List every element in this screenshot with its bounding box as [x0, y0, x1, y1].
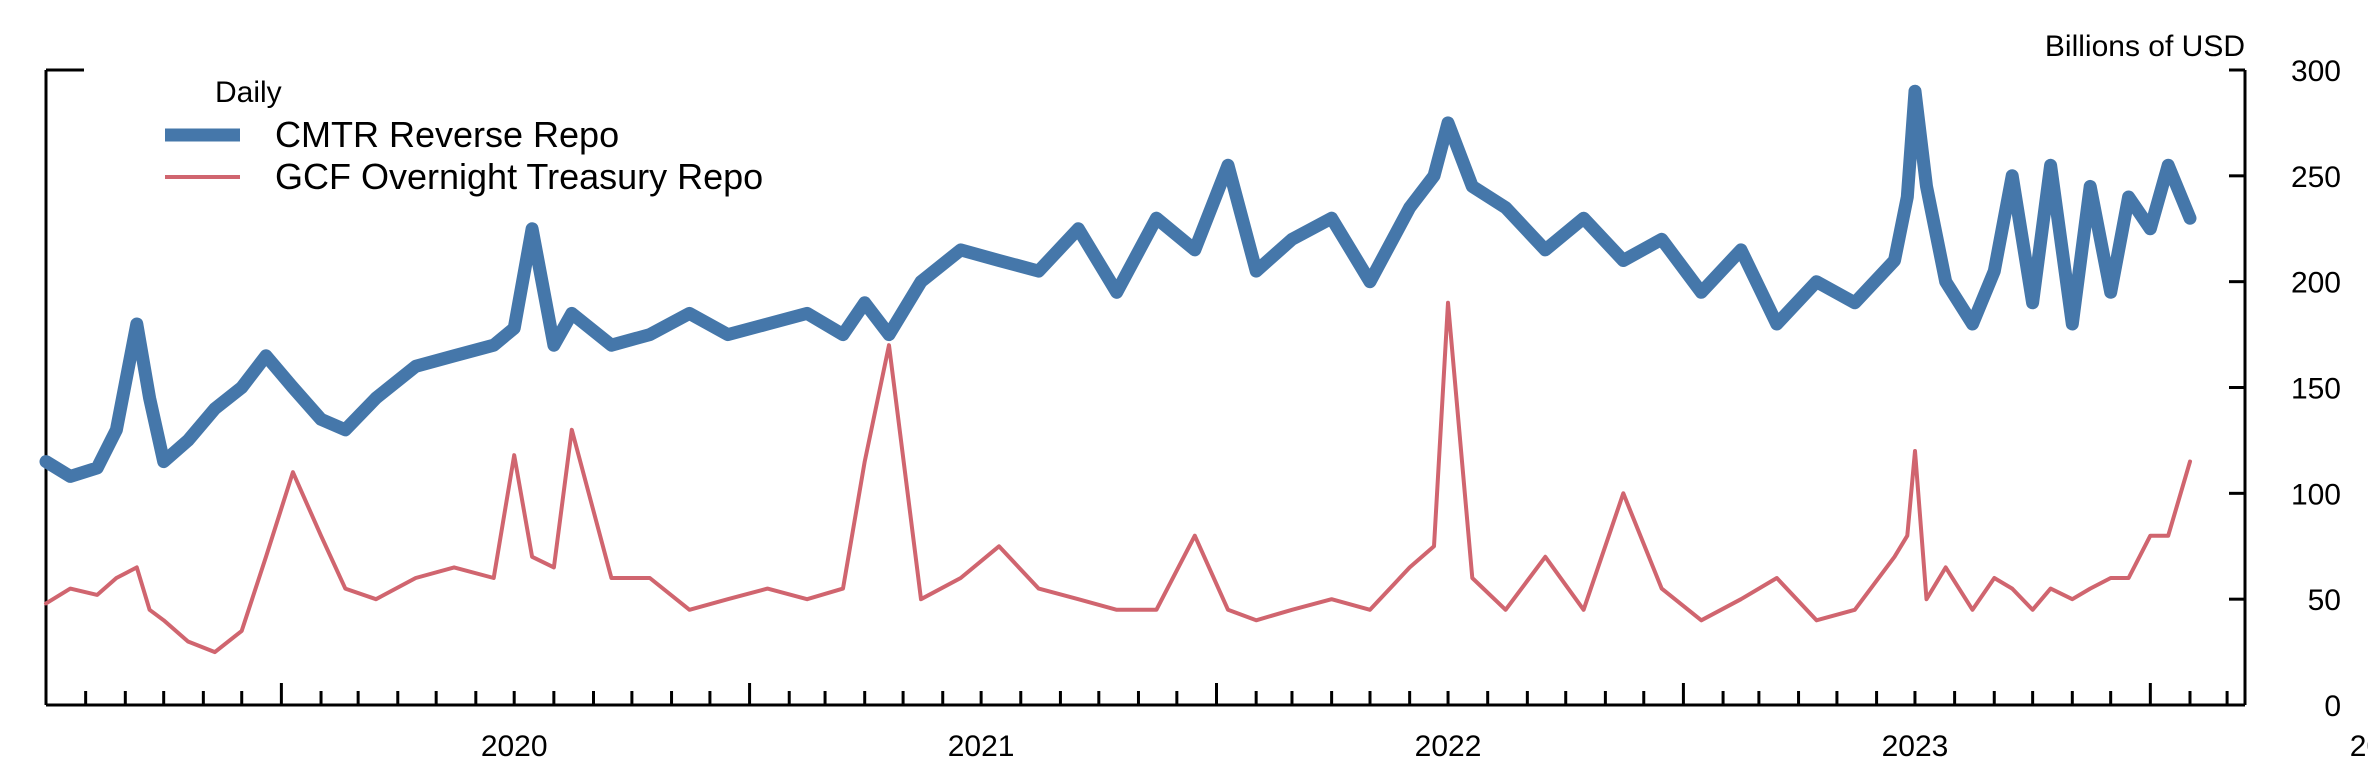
y-tick-label: 150: [2291, 373, 2341, 406]
y-tick-label: 50: [2308, 584, 2341, 617]
series-line-gcf-overnight-treasury-repo: [44, 300, 2192, 655]
x-tick-label: 2022: [1415, 730, 1482, 763]
y-axis-label: Billions of USD: [2045, 30, 2245, 63]
x-axis: 2020 2021 2022 2023 2024: [44, 683, 2368, 763]
y-tick-label: 0: [2324, 690, 2341, 723]
series-layer: [39, 84, 2197, 655]
y-tick-label: 100: [2291, 478, 2341, 511]
x-tick-label: 2023: [1882, 730, 1949, 763]
x-tick-label: 2021: [948, 730, 1015, 763]
x-tick-label: 2024: [2350, 730, 2368, 763]
y-tick-label: 200: [2291, 267, 2341, 300]
series-line-cmtr-reverse-repo: [39, 84, 2197, 483]
legend-label: CMTR Reverse Repo: [275, 114, 619, 155]
x-tick-label: 2020: [481, 730, 548, 763]
y-tick-label: 250: [2291, 161, 2341, 194]
y-tick-label: 300: [2291, 55, 2341, 88]
y-axis: 0 50 100 150 200 250 300: [2229, 55, 2341, 723]
legend-title: Daily: [215, 76, 282, 109]
legend-label: GCF Overnight Treasury Repo: [275, 156, 763, 197]
